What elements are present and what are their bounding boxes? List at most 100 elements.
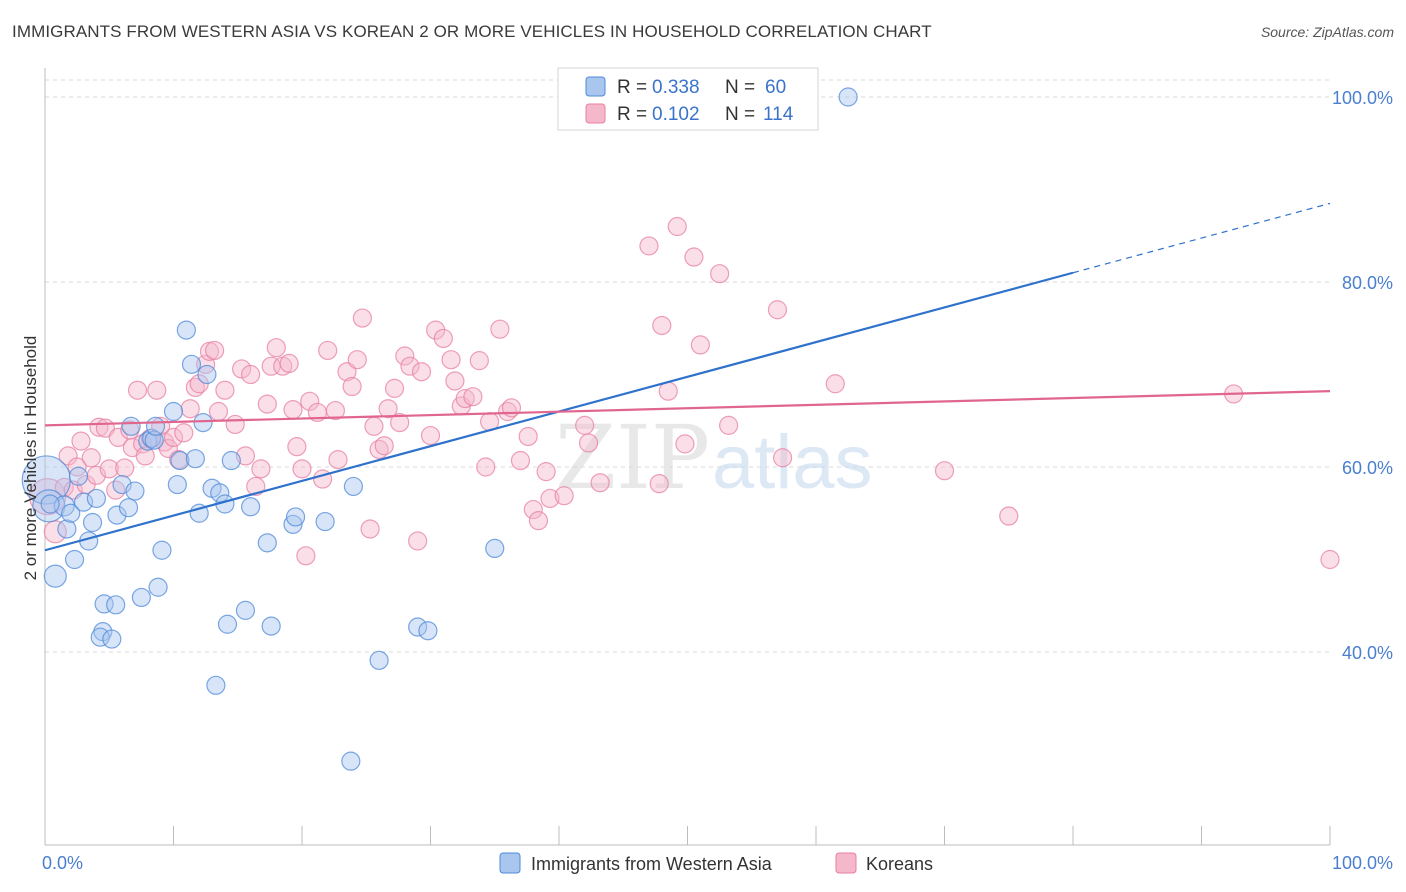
- legend-blue-n-label: N =: [725, 77, 755, 98]
- korean-point: [99, 459, 119, 479]
- tick-labels: 40.0% 60.0% 80.0% 100.0% 0.0% 100.0%: [42, 88, 1393, 873]
- korean-point: [384, 378, 405, 398]
- western-asia-point: [163, 401, 184, 422]
- chart-title: IMMIGRANTS FROM WESTERN ASIA VS KOREAN 2…: [12, 22, 932, 41]
- western-asia-point: [152, 540, 172, 560]
- korean-point: [205, 340, 225, 361]
- western-asia-point: [176, 320, 196, 340]
- legend-pink-n-value: 114: [763, 104, 794, 125]
- korean-point: [232, 359, 252, 379]
- western-asia-point: [197, 364, 217, 385]
- western-asia-point: [206, 675, 226, 695]
- trend-lines: [44, 202, 1331, 552]
- western-asia-point: [285, 507, 306, 527]
- korean-point: [347, 350, 367, 370]
- korean-point: [287, 437, 307, 457]
- korean-point: [411, 362, 432, 382]
- korean-point: [180, 399, 200, 419]
- korean-point: [374, 436, 394, 456]
- korean-point: [639, 236, 659, 256]
- korean-point: [283, 400, 303, 420]
- korean-point: [127, 380, 148, 400]
- korean-point: [135, 446, 155, 466]
- western-asia-point: [68, 466, 89, 486]
- korean-point: [825, 374, 845, 394]
- korean-point: [523, 499, 543, 520]
- legend-pink-r-label: R =: [617, 104, 647, 125]
- western-asia-point: [73, 492, 94, 512]
- bottom-legend-pink-swatch: [835, 852, 857, 874]
- x-tick-label: 0.0%: [42, 853, 83, 873]
- western-asia-point: [148, 577, 168, 597]
- western-asia-points: [21, 87, 858, 771]
- western-asia-point: [181, 354, 202, 374]
- korean-point: [328, 450, 348, 470]
- korean-point: [169, 450, 189, 470]
- korean-point: [292, 459, 312, 479]
- korean-point: [536, 462, 556, 482]
- western-asia-point: [283, 514, 303, 534]
- bottom-legend-blue-label: Immigrants from Western Asia: [531, 854, 773, 874]
- korean-point: [246, 476, 266, 497]
- western-asia-point: [315, 511, 335, 532]
- korean-points: [28, 216, 1340, 570]
- western-asia-point: [167, 474, 187, 495]
- korean-point: [400, 356, 420, 376]
- western-asia-point: [257, 533, 277, 553]
- western-asia-point: [64, 549, 85, 570]
- western-asia-point: [61, 503, 81, 523]
- source-label: Source: ZipAtlas.com: [1260, 24, 1394, 40]
- korean-point: [257, 394, 277, 414]
- korean-point: [81, 448, 101, 468]
- western-asia-point: [53, 495, 75, 517]
- korean-point: [325, 400, 346, 421]
- korean-point: [554, 486, 574, 506]
- korean-point: [408, 531, 428, 551]
- western-asia-point: [193, 413, 213, 433]
- korean-point: [455, 388, 475, 409]
- western-asia-point: [217, 614, 238, 634]
- western-asia-point: [485, 538, 505, 559]
- korean-point: [420, 425, 441, 446]
- korean-point: [934, 461, 955, 481]
- korean-point: [528, 511, 549, 531]
- korean-point: [518, 426, 538, 447]
- western-asia-point: [418, 621, 438, 641]
- korean-point: [318, 340, 338, 361]
- korean-point: [163, 427, 184, 447]
- korean-point: [510, 450, 531, 471]
- western-asia-point: [241, 497, 261, 517]
- legend-blue-swatch: [585, 76, 606, 97]
- legend-blue-n-value: 60: [765, 77, 786, 98]
- korean-point: [684, 247, 704, 267]
- western-asia-point: [57, 519, 77, 539]
- western-asia-point: [121, 416, 141, 436]
- korean-point: [590, 473, 610, 493]
- western-asia-point: [235, 600, 256, 620]
- western-asia-point: [125, 481, 145, 501]
- korean-point: [1320, 549, 1340, 570]
- korean-point: [575, 415, 595, 435]
- western-asia-point: [131, 587, 151, 608]
- korean-point: [710, 264, 730, 284]
- watermark: ZIP atlas: [555, 406, 873, 509]
- y-tick-label: 40.0%: [1342, 643, 1393, 663]
- korean-point: [360, 519, 380, 539]
- korean-point: [215, 380, 235, 400]
- korean-point: [578, 433, 599, 453]
- y-tick-label: 80.0%: [1342, 273, 1393, 293]
- korean-point: [675, 434, 695, 454]
- korean-point: [667, 216, 687, 237]
- western-asia-point: [82, 512, 103, 533]
- legend-pink-r-value: 0.102: [652, 104, 700, 125]
- korean-point: [352, 308, 372, 328]
- korean-point: [369, 439, 389, 460]
- korean-point: [652, 315, 672, 336]
- korean-point: [208, 401, 229, 422]
- western-asia-point: [185, 449, 205, 469]
- korean-point: [999, 506, 1019, 526]
- korean-point: [441, 350, 461, 370]
- korean-point: [490, 319, 510, 339]
- western-asia-trend-extension: [1072, 202, 1331, 274]
